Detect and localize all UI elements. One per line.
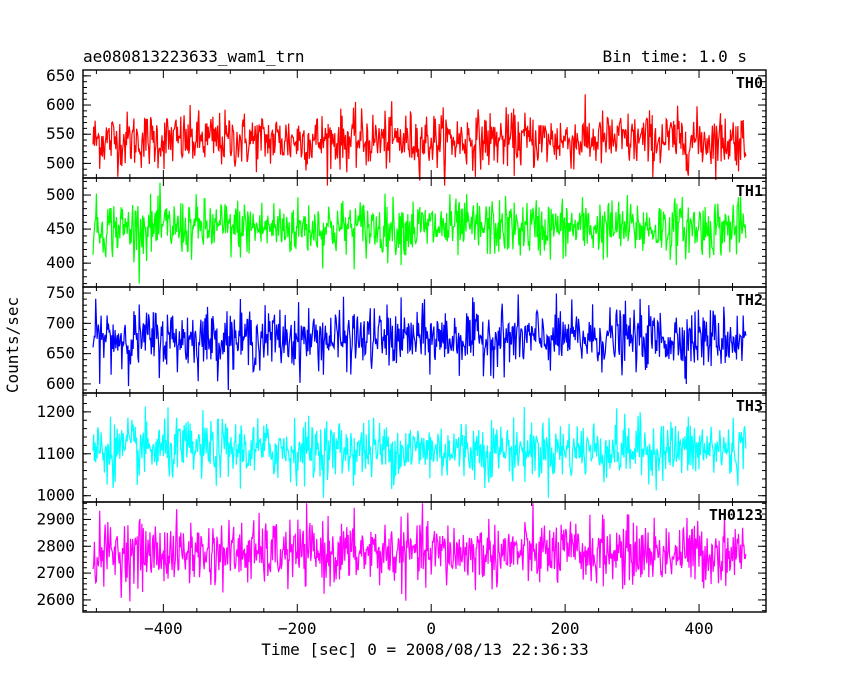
panel-label: TH2 xyxy=(736,291,763,309)
panels-group: 500 550 600 650 TH0 400 450 500 TH1 600 650 700 750 T… xyxy=(36,66,767,638)
y-tick-label: 2900 xyxy=(36,509,75,528)
panel-label: TH0 xyxy=(736,74,763,92)
panel-frame xyxy=(82,69,767,179)
y-tick-label: 450 xyxy=(46,219,75,238)
series-th3 xyxy=(92,406,747,498)
series-th2 xyxy=(92,293,747,391)
panel-label: TH3 xyxy=(736,397,763,415)
x-tick-label: 400 xyxy=(685,619,714,638)
y-tick-label: 1100 xyxy=(36,444,75,463)
chart-title: ae080813223633_wam1_trn xyxy=(83,47,305,66)
series-th1 xyxy=(92,182,747,284)
series-th0123 xyxy=(92,503,747,602)
panel-th1: 400 450 500 TH1 xyxy=(46,177,767,288)
panel-th0: 500 550 600 650 TH0 xyxy=(46,66,767,186)
panel-th0123: 2600 2700 2800 2900 TH0123 xyxy=(36,501,767,613)
series-th0 xyxy=(92,94,747,186)
y-tick-label: 1200 xyxy=(36,402,75,421)
panel-th3: 1000 1100 1200 TH3 xyxy=(36,392,767,505)
y-tick-label: 2800 xyxy=(36,536,75,555)
y-tick-label: 650 xyxy=(46,66,75,85)
y-tick-label: 600 xyxy=(46,95,75,114)
panel-th2: 600 650 700 750 TH2 xyxy=(46,283,767,394)
x-axis-label: Time [sec] 0 = 2008/08/13 22:36:33 xyxy=(261,640,589,659)
y-tick-label: 700 xyxy=(46,313,75,332)
y-tick-label: 750 xyxy=(46,283,75,302)
panel-label: TH1 xyxy=(736,182,763,200)
y-tick-label: 2700 xyxy=(36,563,75,582)
y-tick-label: 400 xyxy=(46,253,75,272)
x-tick-label: −200 xyxy=(278,619,317,638)
y-axis-label: Counts/sec xyxy=(3,297,22,393)
y-tick-label: 2600 xyxy=(36,590,75,609)
panel-label: TH0123 xyxy=(709,506,763,524)
y-tick-label: 650 xyxy=(46,344,75,363)
y-tick-label: 500 xyxy=(46,185,75,204)
y-tick-label: 550 xyxy=(46,124,75,143)
x-tick-label: −400 xyxy=(144,619,183,638)
x-tick-label: 0 xyxy=(426,619,436,638)
x-tick-label: 200 xyxy=(551,619,580,638)
y-tick-label: 600 xyxy=(46,374,75,393)
y-tick-label: 500 xyxy=(46,153,75,172)
chart-subtitle: Bin time: 1.0 s xyxy=(603,47,748,66)
y-tick-label: 1000 xyxy=(36,486,75,505)
